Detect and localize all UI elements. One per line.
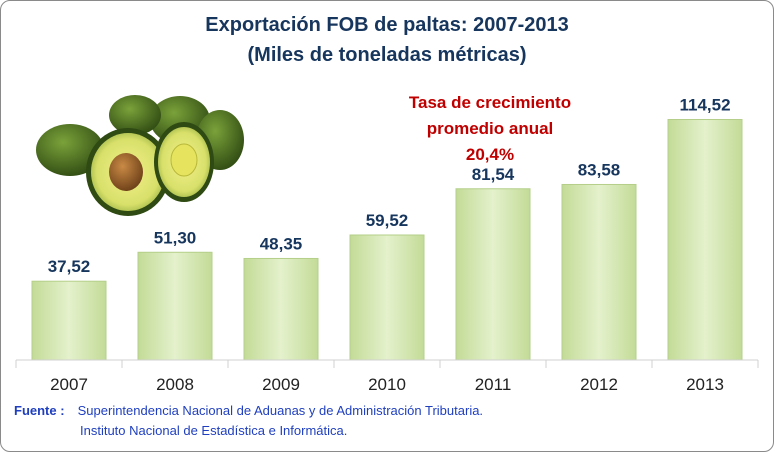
data-label-2008: 51,30 bbox=[154, 228, 197, 247]
data-label-2013: 114,52 bbox=[679, 96, 730, 115]
source-line-2: Instituto Nacional de Estadística e Info… bbox=[80, 423, 348, 438]
growth-rate-label: Tasa de crecimiento bbox=[408, 93, 572, 112]
chart-subtitle: (Miles de toneladas métricas) bbox=[247, 44, 527, 66]
avocado-illustration bbox=[36, 95, 244, 216]
x-tick-label-2013: 2013 bbox=[686, 375, 724, 394]
data-labels: 37,52 51,30 48,35 59,52 81,54 83,58 114,52 bbox=[48, 96, 731, 277]
bar-2012 bbox=[561, 183, 637, 361]
avocado-pit-hollow bbox=[170, 143, 198, 177]
x-tick-label-2009: 2009 bbox=[262, 375, 300, 394]
bar-2007 bbox=[31, 280, 107, 361]
data-label-2011: 81,54 bbox=[472, 165, 515, 184]
x-tick-label-2008: 2008 bbox=[156, 375, 194, 394]
x-tick-label-2010: 2010 bbox=[368, 375, 406, 394]
data-label-2010: 59,52 bbox=[366, 211, 409, 230]
growth-rate-value: 20,4% bbox=[465, 145, 515, 164]
bar-2009 bbox=[243, 257, 319, 361]
data-label-2009: 48,35 bbox=[260, 234, 303, 253]
bar-2011 bbox=[455, 188, 531, 361]
data-label-2012: 83,58 bbox=[578, 160, 621, 179]
growth-rate-label: promedio anual bbox=[426, 119, 554, 138]
source-label: Fuente : bbox=[14, 403, 65, 418]
x-tick-label-2011: 2011 bbox=[475, 375, 512, 394]
chart-title: Exportación FOB de paltas: 2007-2013 bbox=[205, 14, 569, 36]
x-axis-ticks bbox=[15, 360, 759, 368]
source-line-1: Superintendencia Nacional de Aduanas y d… bbox=[77, 403, 484, 418]
bar-2008 bbox=[137, 251, 213, 361]
bars-group bbox=[31, 119, 743, 361]
bar-2013 bbox=[667, 119, 743, 361]
source-note: Fuente : Superintendencia Nacional de Ad… bbox=[14, 403, 484, 438]
avocado-whole-icon bbox=[109, 95, 161, 135]
x-tick-label-2007: 2007 bbox=[50, 375, 88, 394]
avocado-seed-icon bbox=[109, 153, 143, 191]
data-label-2007: 37,52 bbox=[48, 257, 91, 276]
bar-2010 bbox=[349, 234, 425, 361]
x-tick-label-2012: 2012 bbox=[580, 375, 618, 394]
x-axis-labels: 2007 2008 2009 2010 2011 2012 2013 bbox=[50, 375, 724, 394]
